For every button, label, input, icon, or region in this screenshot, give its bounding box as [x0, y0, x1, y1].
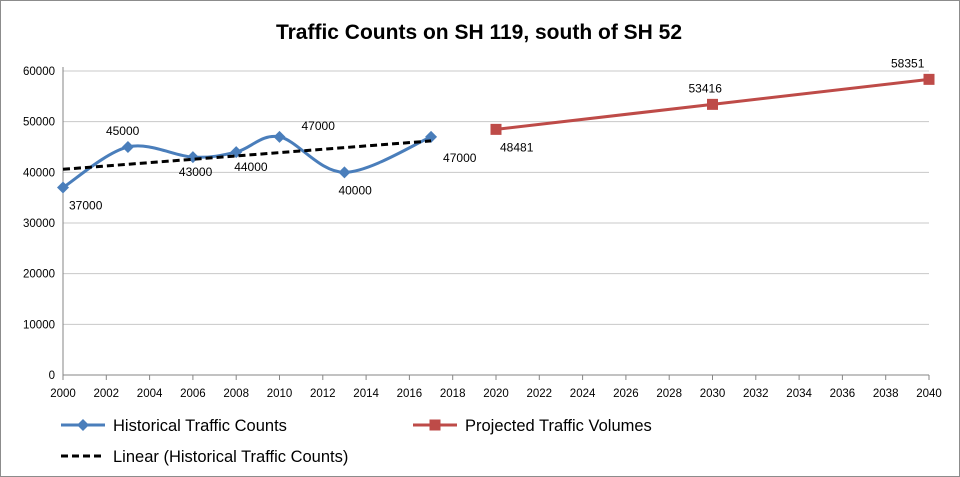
x-tick-label: 2004: [137, 388, 163, 400]
legend-label: Linear (Historical Traffic Counts): [113, 448, 348, 466]
data-point-marker: [707, 98, 718, 110]
y-tick-label: 20000: [23, 269, 55, 281]
x-tick-label: 2010: [267, 388, 293, 400]
data-label: 43000: [179, 165, 213, 179]
x-tick-label: 2012: [310, 388, 336, 400]
gridlines: [63, 70, 929, 325]
data-point-marker: [57, 181, 69, 194]
series-layer: [57, 73, 935, 194]
x-tick-label: 2006: [180, 388, 206, 400]
x-tick-label: 2030: [700, 388, 726, 400]
data-point-marker: [923, 73, 935, 85]
y-tick-label: 10000: [23, 319, 55, 331]
x-tick-label: 2018: [440, 388, 466, 400]
y-tick-label: 60000: [23, 66, 55, 78]
series-line-3: [62, 139, 432, 171]
legend-marker: [429, 419, 441, 431]
legend-item-1: Historical Traffic Counts: [61, 417, 287, 435]
legend-marker: [77, 419, 89, 431]
legend-item-2: Projected Traffic Volumes: [413, 417, 652, 435]
data-label: 58351: [891, 56, 925, 70]
legend-item-3: Linear (Historical Traffic Counts): [61, 448, 348, 466]
legend: Historical Traffic Counts Projected Traff…: [61, 417, 652, 466]
data-label: 48481: [500, 140, 534, 154]
x-tick-label: 2038: [873, 388, 899, 400]
y-tick-label: 50000: [23, 117, 55, 129]
x-tick-label: 2008: [223, 388, 249, 400]
y-tick-label: 40000: [23, 167, 55, 179]
x-tick-label: 2022: [527, 388, 553, 400]
legend-label: Projected Traffic Volumes: [465, 417, 652, 435]
data-point-marker: [273, 130, 286, 143]
data-point-marker: [186, 151, 199, 164]
chart-title: Traffic Counts on SH 119, south of SH 52: [276, 21, 682, 44]
x-tick-label: 2020: [483, 388, 509, 400]
x-tick-label: 2014: [353, 388, 379, 400]
x-tick-label: 2040: [916, 388, 942, 400]
data-label: 53416: [689, 81, 723, 95]
x-tick-label: 2024: [570, 388, 596, 400]
data-point-marker: [121, 141, 134, 153]
axes: 0 10000 20000 30000 40000 50000 60000 2000 2002 2…: [23, 66, 942, 400]
x-tick-label: 2028: [656, 388, 682, 400]
data-label: 44000: [234, 160, 268, 174]
data-label: 40000: [338, 183, 372, 197]
y-tick-label: 30000: [23, 218, 55, 230]
data-label: 37000: [69, 199, 103, 213]
x-tick-label: 2016: [397, 388, 423, 400]
data-point-marker: [490, 123, 502, 135]
data-labels: 37000 45000 43000 44000 47000 40000 47000 48481…: [69, 56, 925, 212]
y-tick-label: 0: [49, 370, 55, 382]
x-tick-label: 2036: [830, 388, 856, 400]
data-label: 45000: [106, 124, 140, 138]
data-point-marker: [338, 166, 351, 179]
x-tick-label: 2032: [743, 388, 769, 400]
data-label: 47000: [443, 151, 477, 165]
x-tick-label: 2000: [50, 388, 76, 400]
legend-label: Historical Traffic Counts: [113, 417, 287, 435]
x-tick-label: 2026: [613, 388, 639, 400]
data-label: 47000: [302, 119, 336, 133]
x-tick-label: 2002: [94, 388, 120, 400]
x-tick-label: 2034: [786, 388, 812, 400]
